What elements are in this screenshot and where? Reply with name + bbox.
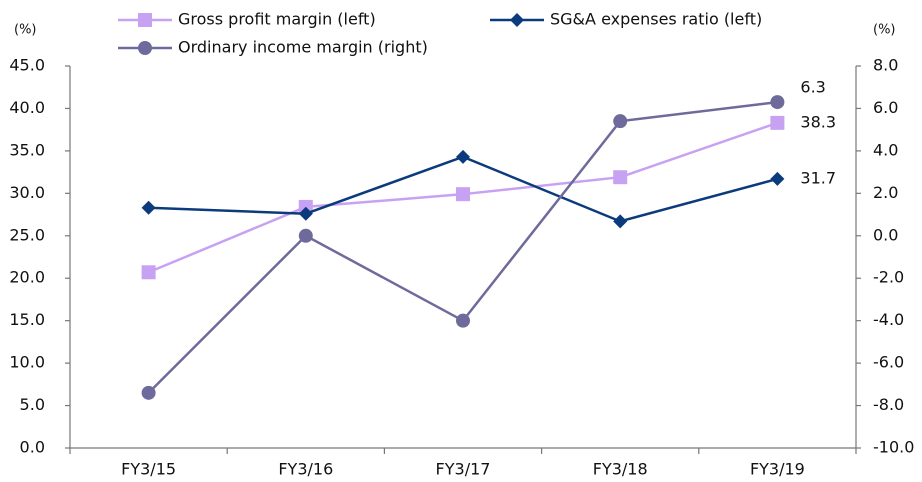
y-tick-label: 5.0 xyxy=(20,395,45,414)
y-tick-label: 30.0 xyxy=(9,183,45,202)
marker xyxy=(141,200,156,215)
marker xyxy=(456,187,470,202)
marker xyxy=(613,170,628,185)
marker xyxy=(613,214,628,229)
x-tick-label: FY3/17 xyxy=(436,460,491,479)
marker xyxy=(138,41,152,55)
marker xyxy=(141,385,156,400)
y2-tick-label: -4.0 xyxy=(873,310,904,329)
x-tick-label: FY3/19 xyxy=(750,460,805,479)
x-tick-label: FY3/18 xyxy=(593,460,648,479)
y2-tick-label: 2.0 xyxy=(873,183,898,202)
y-tick-label: 40.0 xyxy=(9,98,45,117)
legend-label: Ordinary income margin (right) xyxy=(178,38,428,57)
x-tick-label: FY3/15 xyxy=(121,460,176,479)
marker xyxy=(770,115,785,130)
y-tick-label: 20.0 xyxy=(9,268,45,287)
y-tick-label: 0.0 xyxy=(20,438,45,457)
marker xyxy=(298,228,313,243)
x-tick-label: FY3/16 xyxy=(278,460,333,479)
y-tick-label: 45.0 xyxy=(9,56,45,75)
marker xyxy=(456,149,470,164)
y-unit: (%) xyxy=(14,23,37,38)
y2-tick-label: -2.0 xyxy=(873,268,904,287)
marker xyxy=(141,265,156,280)
marker xyxy=(510,13,524,27)
data-label: 6.3 xyxy=(800,78,825,97)
data-label: 38.3 xyxy=(800,112,836,131)
marker xyxy=(770,171,785,186)
marker xyxy=(456,313,470,328)
y2-tick-label: 0.0 xyxy=(873,225,898,244)
legend-label: Gross profit margin (left) xyxy=(178,10,376,29)
series-line xyxy=(147,100,778,394)
legend-label: SG&A expenses ratio (left) xyxy=(550,10,762,29)
y-tick-label: 35.0 xyxy=(9,140,45,159)
marker xyxy=(613,114,628,129)
marker xyxy=(138,13,152,27)
y2-tick-label: 6.0 xyxy=(873,98,898,117)
y-tick-label: 25.0 xyxy=(9,225,45,244)
y2-tick-label: 4.0 xyxy=(873,140,898,159)
y-tick-label: 10.0 xyxy=(9,353,45,372)
y2-tick-label: -8.0 xyxy=(873,395,904,414)
y2-unit: (%) xyxy=(873,23,896,38)
y2-tick-label: -10.0 xyxy=(873,438,914,457)
y2-tick-label: 8.0 xyxy=(873,56,898,75)
marker xyxy=(770,95,785,110)
data-label: 31.7 xyxy=(800,168,836,187)
marker xyxy=(298,206,313,221)
y2-tick-label: -6.0 xyxy=(873,353,904,372)
y-tick-label: 15.0 xyxy=(9,310,45,329)
